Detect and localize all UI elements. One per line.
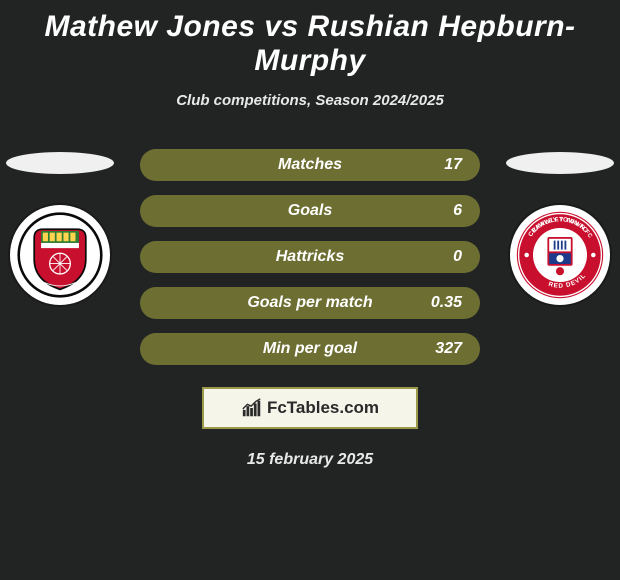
- chart-icon: [241, 397, 263, 419]
- comparison-card: Mathew Jones vs Rushian Hepburn-Murphy C…: [0, 0, 620, 469]
- stat-label: Goals: [288, 202, 332, 220]
- stat-row-goals-per-match: Goals per match 0.35: [140, 287, 480, 319]
- left-ellipse: [6, 152, 114, 174]
- stat-value-right: 17: [444, 156, 462, 174]
- stats-list: Matches 17 Goals 6 Hattricks 0 Goals per…: [140, 149, 480, 365]
- stat-row-hattricks: Hattricks 0: [140, 241, 480, 273]
- stat-label: Goals per match: [247, 294, 372, 312]
- crawley-badge-icon: CRAWLEY TOWN FC CRAWLEY TOWN FC RED DEVI…: [515, 210, 605, 300]
- stat-row-matches: Matches 17: [140, 149, 480, 181]
- stat-value-right: 327: [435, 340, 462, 358]
- right-club-badge: CRAWLEY TOWN FC CRAWLEY TOWN FC RED DEVI…: [510, 205, 610, 305]
- comparison-area: CRAWLEY TOWN FC CRAWLEY TOWN FC RED DEVI…: [0, 149, 620, 469]
- stat-label: Min per goal: [263, 340, 357, 358]
- stat-row-goals: Goals 6: [140, 195, 480, 227]
- page-title: Mathew Jones vs Rushian Hepburn-Murphy: [0, 10, 620, 78]
- brand-text: FcTables.com: [267, 398, 379, 418]
- stat-value-right: 6: [453, 202, 462, 220]
- stat-row-min-per-goal: Min per goal 327: [140, 333, 480, 365]
- left-club-badge: [10, 205, 110, 305]
- stat-label: Hattricks: [276, 248, 344, 266]
- stat-value-right: 0: [453, 248, 462, 266]
- stat-value-right: 0.35: [431, 294, 462, 312]
- date-text: 15 february 2025: [0, 451, 620, 469]
- subtitle: Club competitions, Season 2024/2025: [0, 92, 620, 109]
- right-ellipse: [506, 152, 614, 174]
- brand-box: FcTables.com: [202, 387, 418, 429]
- wrexham-badge-icon: [17, 212, 103, 298]
- stat-label: Matches: [278, 156, 342, 174]
